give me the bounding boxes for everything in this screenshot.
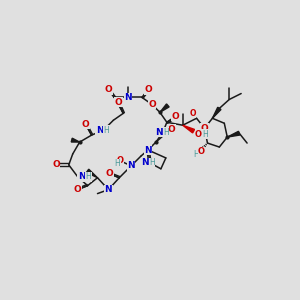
Text: O: O bbox=[189, 109, 196, 118]
Text: O: O bbox=[168, 125, 176, 134]
Text: H: H bbox=[163, 128, 169, 137]
Text: O: O bbox=[201, 124, 208, 133]
Polygon shape bbox=[86, 169, 98, 178]
Polygon shape bbox=[71, 138, 80, 142]
Text: O: O bbox=[172, 112, 180, 121]
Text: O: O bbox=[148, 100, 156, 109]
Text: O: O bbox=[106, 169, 113, 178]
Text: N: N bbox=[144, 146, 152, 154]
Text: H: H bbox=[103, 126, 109, 135]
Text: O: O bbox=[195, 130, 202, 139]
Text: O: O bbox=[198, 148, 205, 157]
Polygon shape bbox=[227, 131, 240, 137]
Text: N: N bbox=[124, 93, 132, 102]
Text: H: H bbox=[86, 172, 92, 181]
Text: O: O bbox=[52, 160, 60, 169]
Text: O: O bbox=[114, 98, 122, 107]
Text: N: N bbox=[96, 126, 103, 135]
Text: O: O bbox=[82, 120, 89, 129]
Polygon shape bbox=[183, 125, 194, 133]
Text: N: N bbox=[78, 172, 86, 181]
Text: N: N bbox=[105, 185, 112, 194]
Text: H: H bbox=[194, 151, 200, 160]
Text: O: O bbox=[74, 185, 82, 194]
Text: H: H bbox=[149, 158, 155, 167]
Text: N: N bbox=[141, 158, 149, 167]
Text: H: H bbox=[114, 159, 120, 168]
Text: O: O bbox=[144, 85, 152, 94]
Text: H: H bbox=[202, 130, 208, 139]
Polygon shape bbox=[212, 107, 221, 118]
Polygon shape bbox=[160, 104, 169, 112]
Text: N: N bbox=[155, 128, 163, 137]
Text: O: O bbox=[104, 85, 112, 94]
Text: N: N bbox=[128, 161, 135, 170]
Text: O: O bbox=[117, 156, 124, 165]
